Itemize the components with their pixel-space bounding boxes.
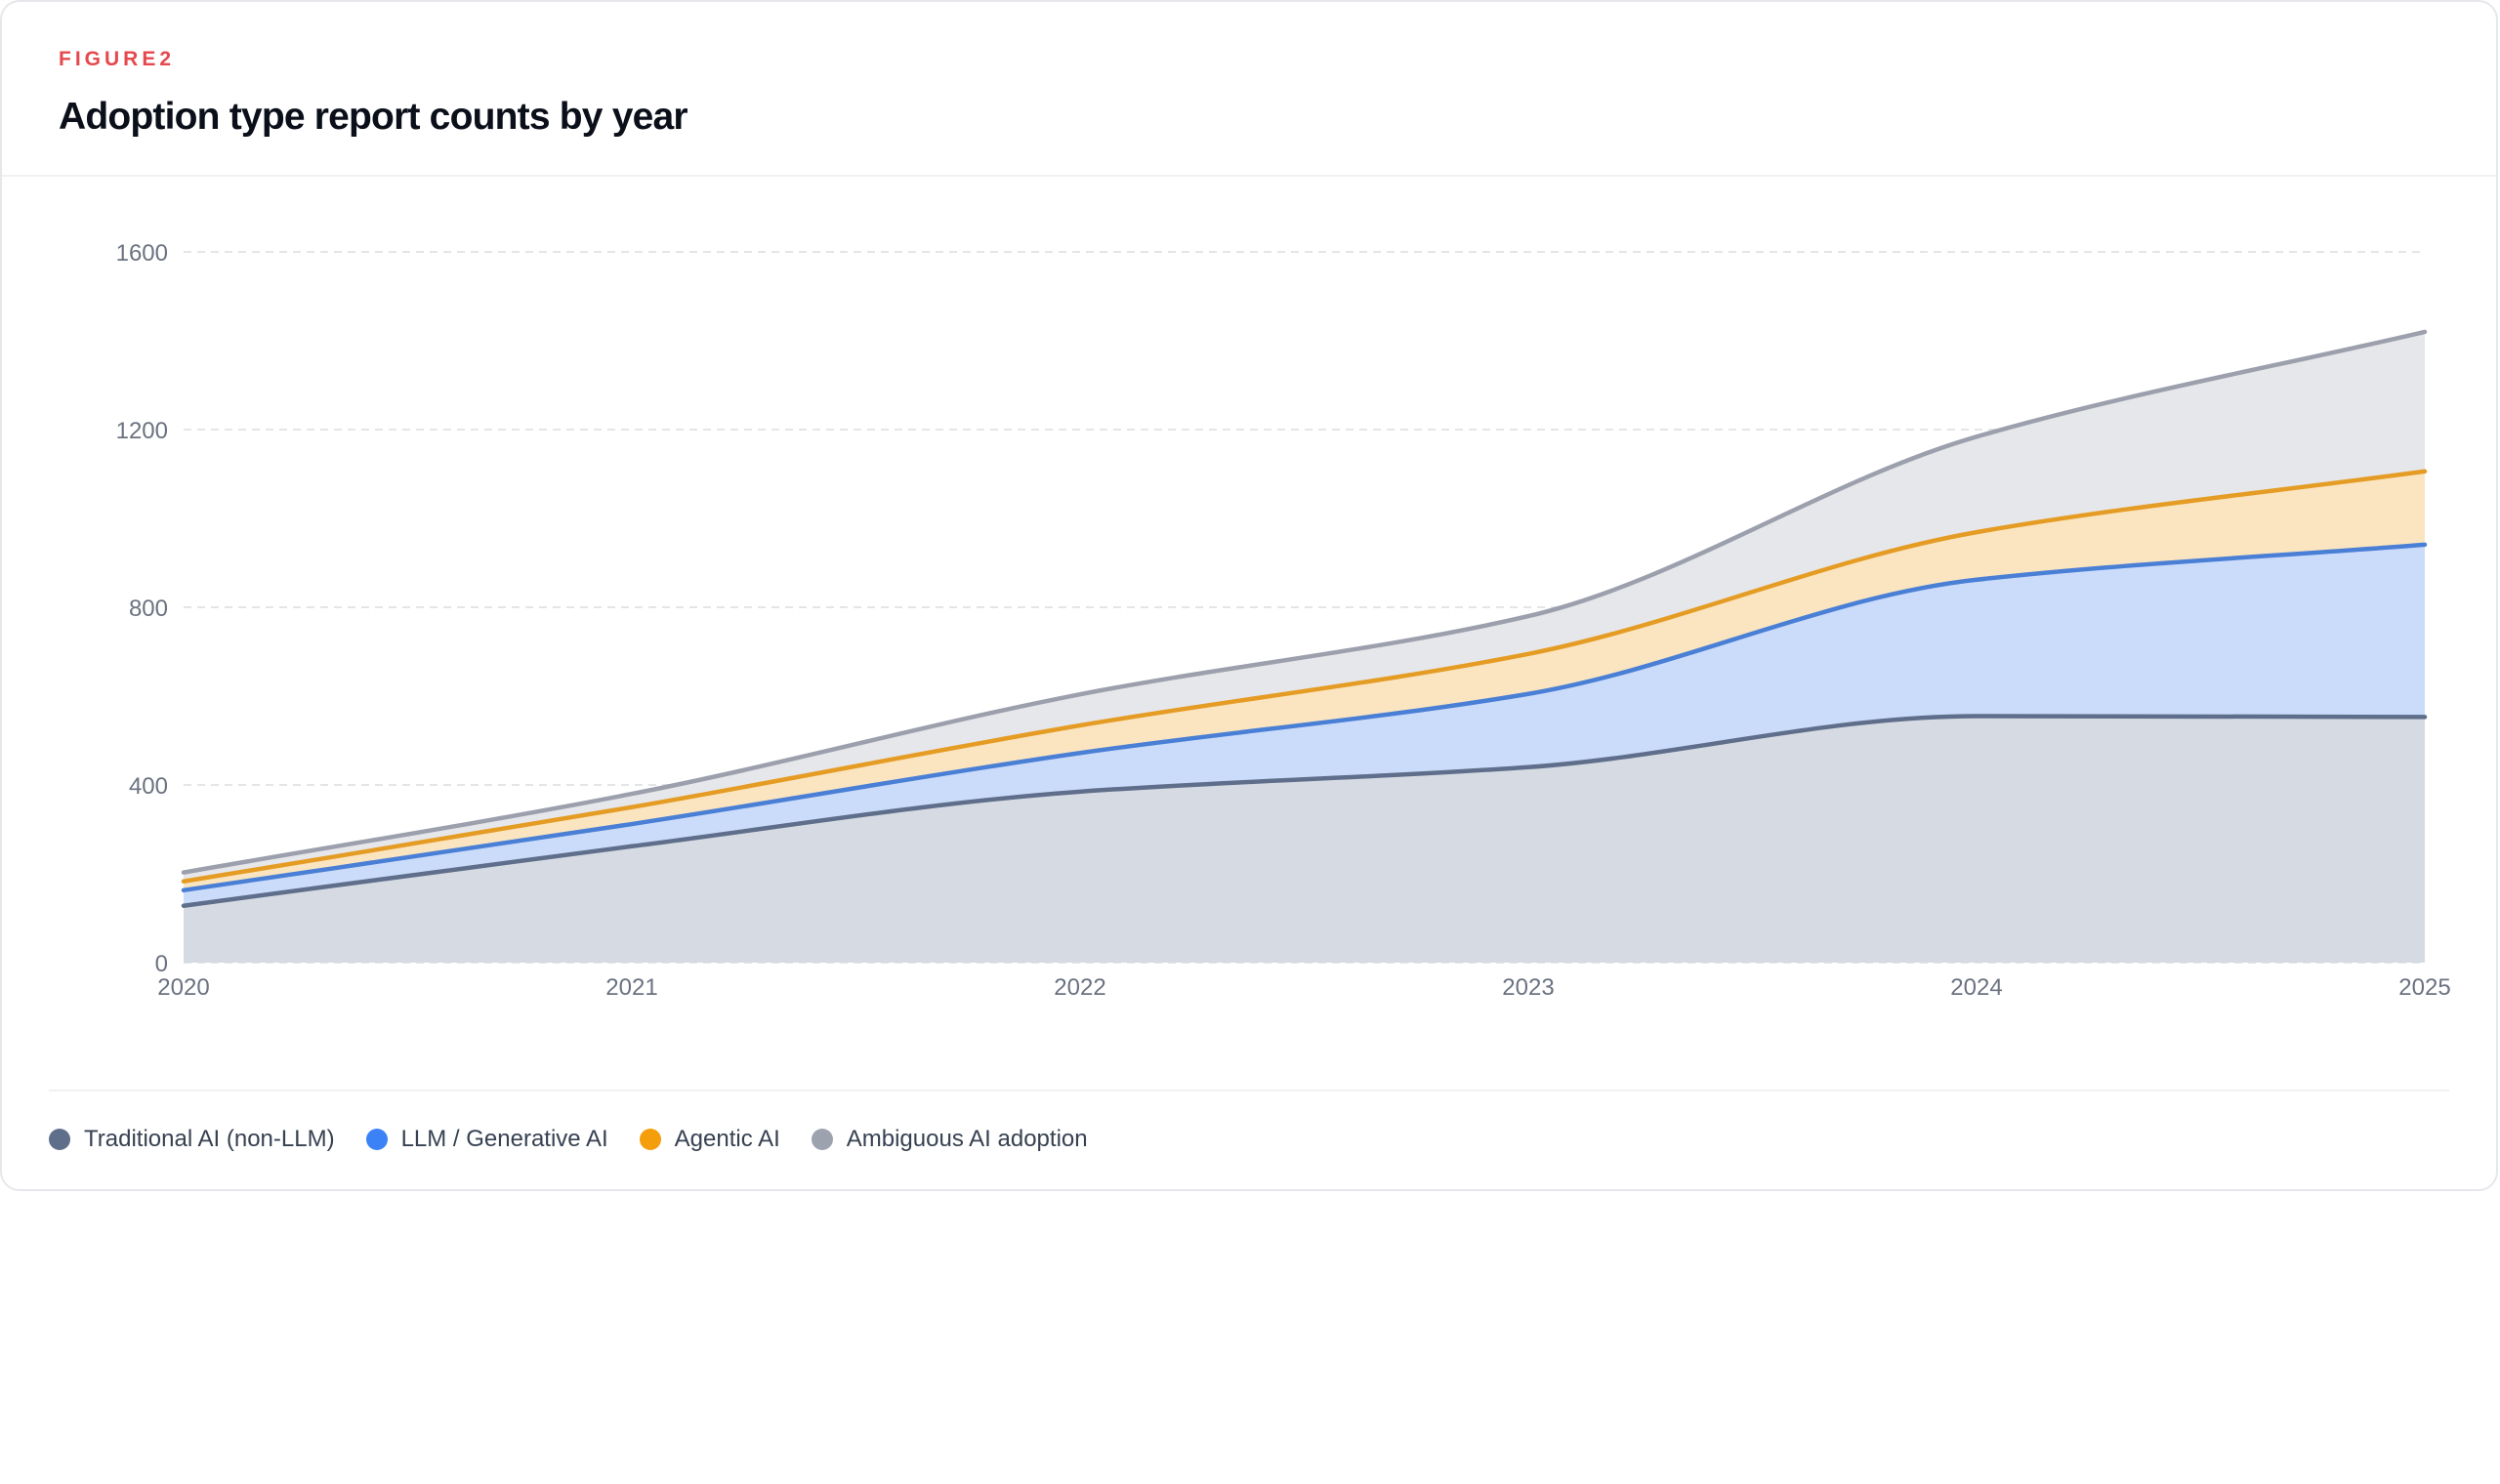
legend-divider bbox=[49, 1090, 2449, 1092]
legend-item-agentic-ai: Agentic AI bbox=[639, 1123, 780, 1156]
legend-item-traditional-ai: Traditional AI (non-LLM) bbox=[49, 1123, 335, 1156]
figure-header: FIGURE2 Adoption type report counts by y… bbox=[2, 2, 2496, 177]
x-tick-label-2025: 2025 bbox=[2398, 974, 2450, 1001]
line-layer bbox=[181, 329, 2428, 909]
figure-title: Adoption type report counts by year bbox=[59, 96, 688, 138]
area-agentic-ai bbox=[184, 471, 2425, 890]
x-tick-label-2020: 2020 bbox=[157, 974, 209, 1001]
legend-label: LLM / Generative AI bbox=[400, 1126, 608, 1152]
x-tick-label-2023: 2023 bbox=[1502, 974, 1554, 1001]
x-tick-label-2022: 2022 bbox=[1054, 974, 1105, 1001]
y-tick-label-800: 800 bbox=[129, 596, 168, 622]
legend-dot-icon bbox=[49, 1129, 70, 1150]
area-layer bbox=[184, 331, 2425, 963]
legend-item-llm-generative-ai: LLM / Generative AI bbox=[365, 1123, 608, 1156]
figure-card: FIGURE2 Adoption type report counts by y… bbox=[0, 0, 2498, 1191]
legend-label: Ambiguous AI adoption bbox=[846, 1126, 1088, 1152]
chart-legend: Traditional AI (non-LLM) LLM / Generativ… bbox=[49, 1123, 1088, 1156]
area-ambiguous-ai-adoption bbox=[184, 331, 2425, 882]
legend-label: Traditional AI (non-LLM) bbox=[84, 1126, 335, 1152]
y-tick-label-0: 0 bbox=[155, 951, 168, 977]
chart-area: 0 400 800 1200 1600 2020 2021 2022 2023 2024 2025 bbox=[2, 177, 2498, 1055]
area-traditional-ai-non-llm bbox=[184, 716, 2425, 963]
axis-layer: 0 400 800 1200 1600 2020 2021 2022 2023 2024 2025 bbox=[116, 240, 2451, 1001]
line-traditional-ai-non-llm bbox=[181, 714, 2428, 909]
legend-dot-icon bbox=[639, 1129, 661, 1150]
legend-dot-icon bbox=[811, 1129, 833, 1150]
y-tick-label-1200: 1200 bbox=[116, 418, 168, 444]
legend-label: Agentic AI bbox=[674, 1126, 780, 1152]
line-llm-generative-ai bbox=[181, 542, 2428, 893]
stacked-area-chart: 0 400 800 1200 1600 2020 2021 2022 2023 2024 2025 bbox=[116, 240, 2451, 1001]
x-tick-label-2024: 2024 bbox=[1950, 974, 2002, 1001]
legend-dot-icon bbox=[365, 1129, 388, 1150]
x-tick-label-2021: 2021 bbox=[605, 974, 657, 1001]
figure-eyebrow: FIGURE2 bbox=[59, 48, 176, 70]
y-tick-label-400: 400 bbox=[129, 773, 168, 800]
y-tick-label-1600: 1600 bbox=[116, 240, 168, 267]
legend-item-ambiguous-ai: Ambiguous AI adoption bbox=[811, 1123, 1088, 1156]
line-agentic-ai bbox=[181, 469, 2428, 884]
line-ambiguous-ai-adoption bbox=[181, 329, 2428, 875]
